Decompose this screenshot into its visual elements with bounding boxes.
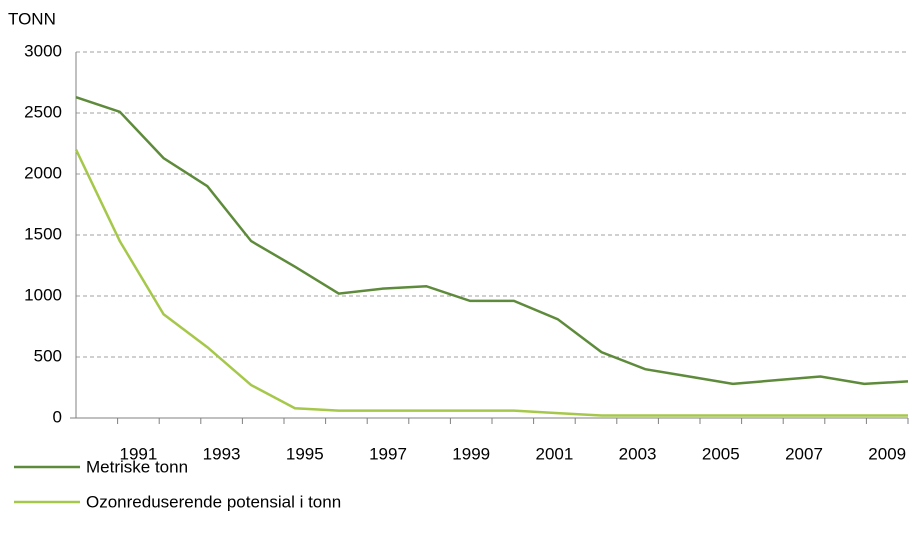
series-line — [74, 149, 908, 417]
legend-label: Ozonreduserende potensial i tonn — [86, 492, 341, 511]
x-tick-label: 2003 — [619, 444, 657, 463]
y-tick-label: 2000 — [24, 163, 62, 182]
x-tick-label: 1997 — [369, 444, 407, 463]
x-tick-label: 2001 — [535, 444, 573, 463]
x-tick-label: 2007 — [785, 444, 823, 463]
y-axis-label: TONN — [8, 9, 56, 28]
legend-label: Metriske tonn — [86, 457, 188, 476]
y-tick-label: 2500 — [24, 102, 62, 121]
y-tick-label: 500 — [34, 346, 62, 365]
x-tick-label: 2005 — [702, 444, 740, 463]
y-tick-label: 1500 — [24, 224, 62, 243]
y-tick-label: 3000 — [24, 41, 62, 60]
y-tick-label: 0 — [53, 407, 62, 426]
x-tick-label: 1999 — [452, 444, 490, 463]
series-line — [75, 95, 909, 386]
x-tick-label: 2009 — [868, 444, 906, 463]
y-tick-label: 1000 — [24, 285, 62, 304]
x-tick-label: 1995 — [286, 444, 324, 463]
x-tick-label: 1991 — [119, 444, 157, 463]
x-tick-label: 1993 — [203, 444, 241, 463]
